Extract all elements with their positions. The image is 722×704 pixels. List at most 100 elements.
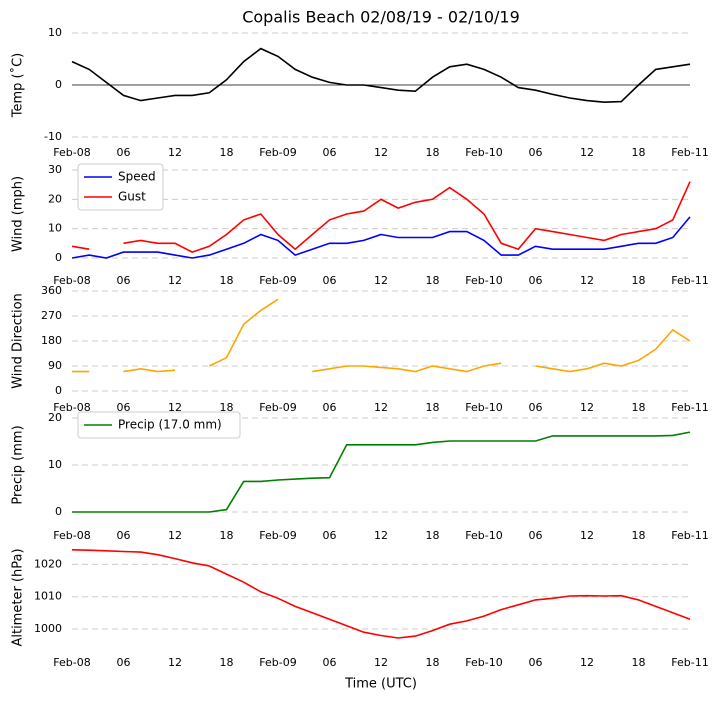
x-tick-label: 12 [168, 656, 182, 669]
x-tick-label: Feb-11 [671, 274, 708, 287]
x-tick-label: 18 [632, 656, 646, 669]
x-tick-label: Feb-09 [259, 146, 296, 159]
x-tick-label: 06 [529, 656, 543, 669]
y-tick-label: 180 [41, 334, 62, 347]
x-tick-label: 12 [374, 529, 388, 542]
x-tick-label: 12 [168, 274, 182, 287]
y-tick-label: 1020 [34, 557, 62, 570]
x-tick-label: 06 [529, 146, 543, 159]
data-line [71, 47, 691, 104]
x-tick-label: 06 [117, 274, 131, 287]
x-tick-label: Feb-11 [671, 656, 708, 669]
y-tick-label: 10 [48, 458, 62, 471]
x-tick-label: Feb-08 [53, 146, 90, 159]
x-tick-label: 12 [580, 274, 594, 287]
x-tick-label: 18 [220, 274, 234, 287]
x-tick-label: Feb-10 [465, 274, 502, 287]
y-tick-label: 0 [55, 78, 62, 91]
x-tick-label: Feb-10 [465, 146, 502, 159]
x-tick-label: 06 [117, 146, 131, 159]
y-axis-label: Wind (mph) [11, 176, 26, 252]
x-tick-label: Feb-09 [259, 274, 296, 287]
x-tick-label: 12 [374, 274, 388, 287]
y-tick-label: 0 [55, 384, 62, 397]
x-tick-label: Feb-11 [671, 529, 708, 542]
x-tick-label: 12 [168, 529, 182, 542]
x-tick-label: 06 [323, 656, 337, 669]
y-tick-label: 20 [48, 411, 62, 424]
x-tick-label: Feb-09 [259, 656, 296, 669]
x-tick-label: 18 [220, 146, 234, 159]
x-tick-label: 06 [323, 401, 337, 414]
x-tick-label: 18 [632, 401, 646, 414]
data-line [71, 181, 691, 253]
x-tick-label: Feb-10 [465, 529, 502, 542]
y-axis-label: Temp (˚C) [10, 53, 26, 119]
x-tick-label: Feb-08 [53, 529, 90, 542]
x-tick-label: 18 [426, 656, 440, 669]
chart-title: Copalis Beach 02/08/19 - 02/10/19 [242, 8, 520, 27]
y-tick-label: 20 [48, 192, 62, 205]
y-tick-label: 1010 [34, 590, 62, 603]
x-tick-label: 06 [323, 529, 337, 542]
y-tick-label: 360 [41, 284, 62, 297]
x-tick-label: Feb-08 [53, 274, 90, 287]
data-line [72, 298, 691, 373]
x-tick-label: Feb-08 [53, 401, 90, 414]
data-line [71, 549, 691, 639]
x-tick-label: 06 [117, 401, 131, 414]
x-tick-label: 18 [220, 529, 234, 542]
x-tick-label: 06 [323, 146, 337, 159]
x-tick-label: 12 [374, 146, 388, 159]
y-tick-label: 270 [41, 309, 62, 322]
x-tick-label: 18 [426, 529, 440, 542]
legend-label: Precip (17.0 mm) [118, 418, 222, 432]
legend-box [77, 163, 164, 211]
x-tick-label: Feb-11 [671, 401, 708, 414]
x-tick-label: 12 [580, 656, 594, 669]
x-tick-label: Feb-09 [259, 401, 296, 414]
x-tick-label: 12 [374, 401, 388, 414]
y-axis-label: Precip (mm) [11, 425, 26, 504]
x-tick-label: 06 [117, 529, 131, 542]
x-tick-label: Feb-11 [671, 146, 708, 159]
x-tick-label: 06 [529, 274, 543, 287]
y-tick-label: 90 [48, 359, 62, 372]
x-axis-label: Time (UTC) [344, 677, 417, 692]
x-tick-label: 18 [426, 274, 440, 287]
x-tick-label: 18 [632, 146, 646, 159]
x-tick-label: 12 [168, 146, 182, 159]
x-tick-label: 18 [632, 274, 646, 287]
x-tick-label: 06 [529, 401, 543, 414]
x-tick-label: 06 [529, 529, 543, 542]
x-tick-label: Feb-10 [465, 401, 502, 414]
x-tick-label: 06 [117, 656, 131, 669]
y-axis-label: Altimeter (hPa) [11, 548, 26, 646]
data-line [71, 216, 691, 259]
y-tick-label: 1000 [34, 622, 62, 635]
x-tick-label: 12 [580, 529, 594, 542]
legend-label: Gust [118, 190, 146, 204]
y-tick-label: 0 [55, 251, 62, 264]
x-tick-label: 18 [426, 401, 440, 414]
legend-box [77, 411, 241, 439]
y-tick-label: 10 [48, 222, 62, 235]
x-tick-label: Feb-08 [53, 656, 90, 669]
x-tick-label: 06 [323, 274, 337, 287]
x-tick-label: 12 [374, 656, 388, 669]
x-tick-label: Feb-09 [259, 529, 296, 542]
y-axis-label: Wind Direction [11, 293, 26, 389]
legend-label: Speed [118, 170, 156, 184]
x-tick-label: 12 [168, 401, 182, 414]
x-tick-label: 18 [220, 401, 234, 414]
x-tick-label: 18 [220, 656, 234, 669]
x-tick-label: 18 [632, 529, 646, 542]
y-tick-label: 10 [48, 26, 62, 39]
x-tick-label: 18 [426, 146, 440, 159]
x-tick-label: 12 [580, 146, 594, 159]
y-tick-label: 30 [48, 163, 62, 176]
x-tick-label: Feb-10 [465, 656, 502, 669]
y-tick-label: -10 [44, 130, 62, 143]
